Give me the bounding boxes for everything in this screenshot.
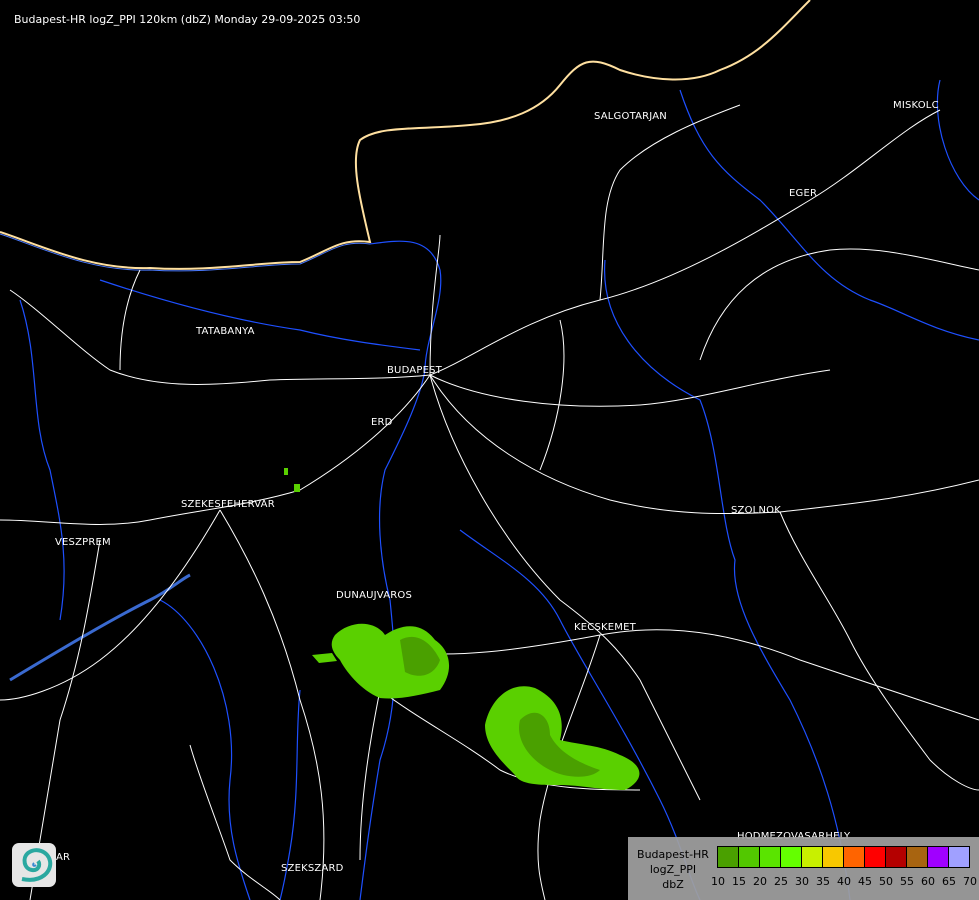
- country-border: [0, 0, 811, 272]
- city-label: VESZPREM: [55, 537, 111, 548]
- legend-tick: 35: [816, 875, 830, 888]
- city-label: HODMEZOVASARHELY: [737, 831, 850, 842]
- city-label: MISKOLC: [893, 100, 939, 111]
- legend-tick: 60: [921, 875, 935, 888]
- roads: [0, 104, 979, 900]
- city-label: SZOLNOK: [731, 505, 781, 516]
- rivers: [9, 79, 979, 900]
- city-label: EGER: [789, 188, 818, 199]
- legend-color-bar: [717, 846, 970, 868]
- city-label: DUNAUJVAROS: [336, 590, 413, 601]
- legend-swatch: [949, 847, 969, 867]
- legend-tick: 20: [753, 875, 767, 888]
- legend-product: logZ_PPI: [649, 863, 697, 876]
- legend-tick: 25: [774, 875, 788, 888]
- city-label: AR: [56, 852, 71, 863]
- city-label: KECSKEMET: [574, 622, 636, 633]
- legend-tick: 40: [837, 875, 851, 888]
- legend-tick: 55: [900, 875, 914, 888]
- legend-tick: 50: [879, 875, 893, 888]
- swirl-logo-icon: [12, 843, 56, 887]
- legend-unit: dbZ: [662, 878, 684, 891]
- city-label: SZEKESFEHERVAR: [181, 499, 275, 510]
- legend-tick: 70: [963, 875, 977, 888]
- radar-title: Budapest-HR logZ_PPI 120km (dbZ) Monday …: [14, 13, 361, 26]
- legend-swatch: [823, 847, 844, 867]
- legend-swatch: [760, 847, 781, 867]
- city-label: TATABANYA: [196, 326, 255, 337]
- legend-swatch: [886, 847, 907, 867]
- legend-label: Budapest-HR logZ_PPI dbZ: [632, 847, 714, 892]
- legend-swatch: [865, 847, 886, 867]
- legend-swatch: [802, 847, 823, 867]
- legend-tick: 15: [732, 875, 746, 888]
- legend-swatch: [907, 847, 928, 867]
- city-label: SZEKSZARD: [281, 863, 344, 874]
- city-label: BUDAPEST: [387, 365, 442, 376]
- legend-radar-name: Budapest-HR: [637, 848, 709, 861]
- legend-swatch: [781, 847, 802, 867]
- legend-tick: 45: [858, 875, 872, 888]
- dbz-legend: Budapest-HR logZ_PPI dbZ 10 15 20 25 30 35 40 4…: [628, 837, 979, 900]
- city-label: SALGOTARJAN: [594, 111, 667, 122]
- legend-swatch: [718, 847, 739, 867]
- radar-echoes: [284, 468, 640, 790]
- city-label: ERD: [371, 417, 393, 428]
- legend-swatch: [739, 847, 760, 867]
- legend-swatch: [928, 847, 949, 867]
- legend-tick: 10: [711, 875, 725, 888]
- legend-tick: 30: [795, 875, 809, 888]
- legend-tick: 65: [942, 875, 956, 888]
- legend-swatch: [844, 847, 865, 867]
